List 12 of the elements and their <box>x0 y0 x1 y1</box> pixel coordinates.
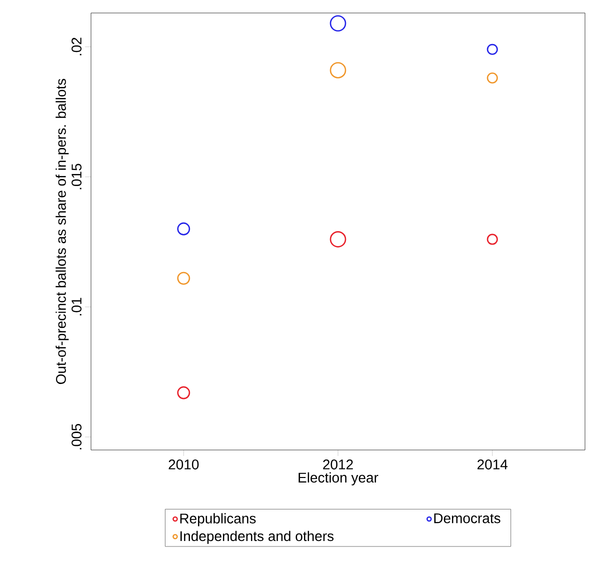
y-tick-label: .01 <box>72 298 82 316</box>
legend-label: Independents and others <box>180 530 334 544</box>
x-tick-label: 2014 <box>478 460 508 470</box>
y-tick-label: .015 <box>72 164 82 190</box>
legend-label: Democrats <box>434 513 500 524</box>
y-tick-label: .005 <box>72 424 82 450</box>
y-axis-title: Out-of-precinct ballots as share of in-pers. ballots <box>56 78 69 384</box>
legend-label: Republicans <box>180 513 256 526</box>
x-tick-label: 2010 <box>168 460 199 470</box>
x-tick-label: 2012 <box>323 460 353 470</box>
y-tick-label: .02 <box>72 38 82 56</box>
x-axis-title: Election year <box>298 472 378 486</box>
